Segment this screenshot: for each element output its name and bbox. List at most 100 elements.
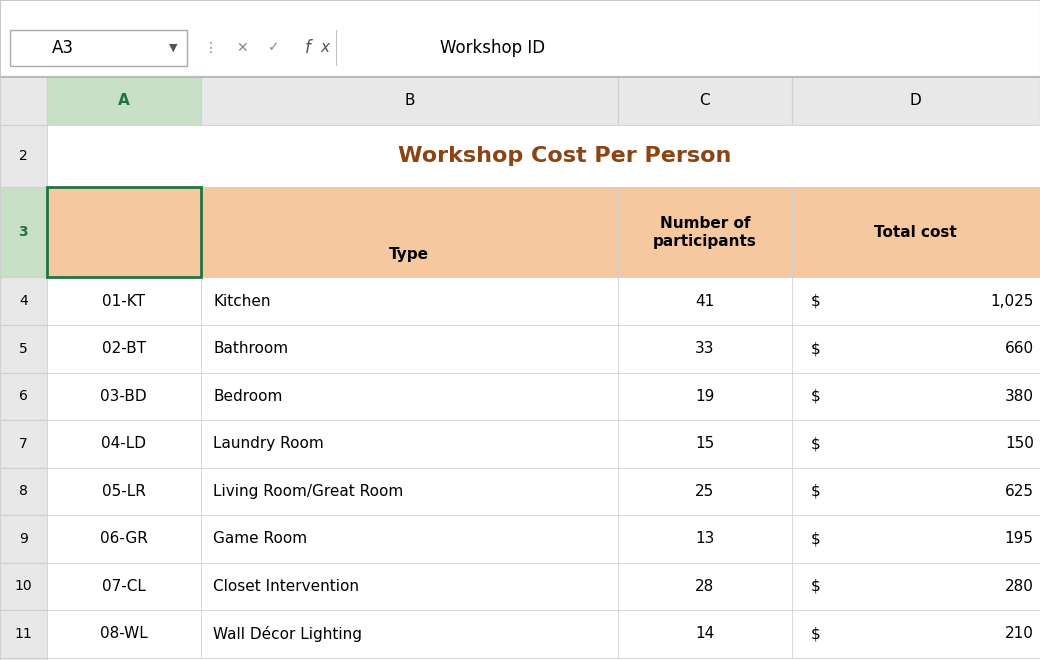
- Bar: [618, 562, 791, 610]
- Text: 03-BD: 03-BD: [101, 389, 147, 404]
- Bar: [336, 30, 337, 66]
- Bar: [791, 325, 1040, 372]
- Bar: [618, 467, 791, 515]
- Bar: [0, 0, 1040, 76]
- Bar: [201, 76, 618, 125]
- Bar: [201, 277, 618, 325]
- Bar: [791, 610, 1040, 657]
- Bar: [791, 420, 1040, 467]
- Bar: [201, 467, 618, 515]
- Bar: [47, 657, 1040, 660]
- Bar: [618, 610, 791, 657]
- Text: 1,025: 1,025: [990, 294, 1034, 309]
- Bar: [47, 562, 201, 610]
- Text: Bathroom: Bathroom: [213, 341, 288, 356]
- Text: 19: 19: [695, 389, 714, 404]
- Bar: [791, 467, 1040, 515]
- Text: D: D: [910, 93, 921, 108]
- Text: C: C: [700, 93, 710, 108]
- Bar: [201, 515, 618, 562]
- Text: 210: 210: [1005, 626, 1034, 642]
- Bar: [47, 372, 201, 420]
- Text: 10: 10: [15, 579, 32, 593]
- Text: 05-LR: 05-LR: [102, 484, 146, 499]
- Bar: [47, 610, 201, 657]
- Bar: [791, 515, 1040, 562]
- Bar: [618, 325, 791, 372]
- Bar: [47, 467, 201, 515]
- Bar: [791, 372, 1040, 420]
- Text: 13: 13: [695, 531, 714, 546]
- Bar: [618, 515, 791, 562]
- Text: Living Room/Great Room: Living Room/Great Room: [213, 484, 404, 499]
- Text: $: $: [810, 484, 821, 499]
- Text: 41: 41: [695, 294, 714, 309]
- Text: $: $: [810, 531, 821, 546]
- Text: Bedroom: Bedroom: [213, 389, 283, 404]
- Text: 15: 15: [695, 436, 714, 451]
- Text: 28: 28: [695, 579, 714, 594]
- Text: Workshop
ID: Workshop ID: [81, 216, 166, 249]
- Text: A: A: [118, 93, 130, 108]
- Text: ✓: ✓: [267, 40, 280, 55]
- Text: 380: 380: [1005, 389, 1034, 404]
- Text: Total cost: Total cost: [875, 225, 957, 240]
- Text: 2: 2: [19, 149, 28, 163]
- Bar: [618, 76, 791, 125]
- Bar: [618, 277, 791, 325]
- Text: 3: 3: [19, 225, 28, 240]
- Text: $: $: [810, 341, 821, 356]
- Text: x: x: [320, 40, 330, 55]
- Text: f: f: [305, 38, 311, 57]
- Bar: [201, 372, 618, 420]
- Bar: [0, 187, 47, 277]
- Bar: [791, 187, 1040, 277]
- Bar: [0, 610, 47, 657]
- Bar: [791, 562, 1040, 610]
- Bar: [0, 372, 47, 420]
- Bar: [201, 325, 618, 372]
- Bar: [618, 372, 791, 420]
- Bar: [0, 420, 47, 467]
- Text: 9: 9: [19, 532, 28, 546]
- Text: ▼: ▼: [170, 42, 178, 53]
- Bar: [618, 187, 791, 277]
- Text: 150: 150: [1005, 436, 1034, 451]
- Text: 08-WL: 08-WL: [100, 626, 148, 642]
- Bar: [0, 76, 47, 125]
- Text: Number of
participants: Number of participants: [653, 216, 757, 249]
- Text: 11: 11: [15, 627, 32, 641]
- Bar: [201, 610, 618, 657]
- Bar: [10, 30, 187, 66]
- Text: A3: A3: [51, 38, 74, 57]
- Text: 7: 7: [19, 437, 28, 451]
- Text: $: $: [810, 626, 821, 642]
- Text: Game Room: Game Room: [213, 531, 308, 546]
- Text: 280: 280: [1005, 579, 1034, 594]
- Bar: [47, 125, 1040, 187]
- Text: ⋮: ⋮: [204, 40, 218, 55]
- Text: 02-BT: 02-BT: [102, 341, 146, 356]
- Text: $: $: [810, 436, 821, 451]
- Bar: [201, 420, 618, 467]
- Text: Workshop ID: Workshop ID: [440, 38, 545, 57]
- Text: $: $: [810, 294, 821, 309]
- Bar: [0, 562, 47, 610]
- Text: 07-CL: 07-CL: [102, 579, 146, 594]
- Text: 195: 195: [1005, 531, 1034, 546]
- Text: B: B: [405, 93, 415, 108]
- Text: Workshop Cost Per Person: Workshop Cost Per Person: [397, 147, 731, 166]
- Text: 625: 625: [1005, 484, 1034, 499]
- Bar: [0, 657, 47, 660]
- Text: ✕: ✕: [236, 40, 249, 55]
- Bar: [201, 187, 618, 277]
- Text: Closet Intervention: Closet Intervention: [213, 579, 359, 594]
- Text: 8: 8: [19, 484, 28, 498]
- Text: 6: 6: [19, 389, 28, 403]
- Text: 5: 5: [19, 342, 28, 356]
- Text: 33: 33: [695, 341, 714, 356]
- Bar: [47, 325, 201, 372]
- Bar: [0, 76, 1040, 78]
- Text: Type: Type: [389, 248, 430, 263]
- Text: Kitchen: Kitchen: [213, 294, 270, 309]
